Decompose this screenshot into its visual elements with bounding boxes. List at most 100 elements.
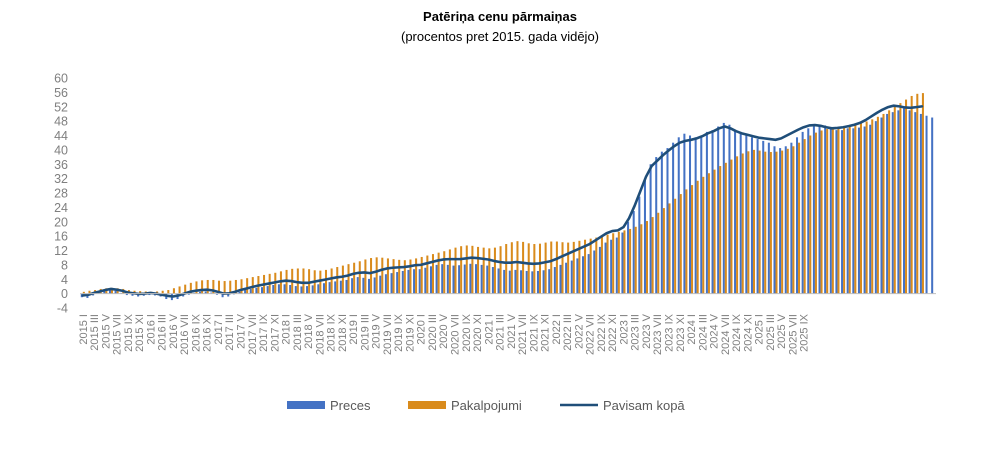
bar-pakalpojumi <box>437 252 440 294</box>
bar-preces <box>931 117 934 294</box>
bar-pakalpojumi <box>533 244 536 294</box>
x-tick-label: 2020 I <box>416 314 428 345</box>
bar-pakalpojumi <box>876 116 879 294</box>
bar-pakalpojumi <box>246 278 249 294</box>
bar-pakalpojumi <box>814 132 817 294</box>
bar-preces <box>125 293 128 296</box>
bar-pakalpojumi <box>640 224 643 294</box>
bar-preces <box>914 112 917 294</box>
bar-preces <box>598 246 601 294</box>
bar-pakalpojumi <box>330 268 333 294</box>
bar-pakalpojumi <box>645 221 648 294</box>
x-tick-label: 2022 I <box>551 314 563 345</box>
x-tick-label: 2017 I <box>213 314 225 345</box>
bar-preces <box>114 290 117 294</box>
bar-preces <box>266 286 269 294</box>
bar-preces <box>660 151 663 294</box>
bar-preces <box>801 131 804 294</box>
bar-pakalpojumi <box>538 243 541 294</box>
bar-preces <box>469 263 472 294</box>
bar-preces <box>846 128 849 294</box>
y-tick-label: 40 <box>54 143 68 157</box>
bar-pakalpojumi <box>612 233 615 294</box>
bar-pakalpojumi <box>781 150 784 294</box>
bar-pakalpojumi <box>865 121 868 294</box>
x-tick-label: 2015 XI <box>134 314 146 352</box>
bar-preces <box>429 266 432 294</box>
bar-preces <box>328 282 331 294</box>
x-tick-label: 2016 V <box>168 313 180 349</box>
bar-pakalpojumi <box>471 245 474 294</box>
x-tick-label: 2022 III <box>562 314 574 351</box>
x-tick-label: 2023 IX <box>664 313 676 352</box>
bar-preces <box>734 130 737 294</box>
bar-preces <box>345 279 348 294</box>
bar-pakalpojumi <box>899 103 902 294</box>
bar-pakalpojumi <box>161 290 164 294</box>
bar-pakalpojumi <box>578 240 581 294</box>
x-tick-label: 2025 I <box>754 314 766 345</box>
x-tick-label: 2019 III <box>359 314 371 351</box>
bar-pakalpojumi <box>713 169 716 294</box>
bar-preces <box>215 293 218 295</box>
x-tick-label: 2021 XI <box>540 314 552 352</box>
bar-pakalpojumi <box>567 242 570 294</box>
bar-pakalpojumi <box>527 243 530 294</box>
bar-pakalpojumi <box>707 173 710 294</box>
x-tick-label: 2019 V <box>371 313 383 349</box>
bar-pakalpojumi <box>702 176 705 294</box>
x-tick-label: 2017 IX <box>258 313 270 352</box>
bar-preces <box>317 284 320 294</box>
bar-pakalpojumi <box>871 119 874 294</box>
bar-pakalpojumi <box>499 246 502 294</box>
x-tick-label: 2021 III <box>495 314 507 351</box>
bar-pakalpojumi <box>629 228 632 294</box>
bar-preces <box>632 210 635 294</box>
bar-pakalpojumi <box>212 279 215 294</box>
bar-preces <box>891 112 894 294</box>
bar-preces <box>886 113 889 294</box>
chart-title: Patēriņa cenu pārmaiņas <box>423 9 577 24</box>
x-tick-label: 2019 VII <box>382 314 394 355</box>
bar-pakalpojumi <box>139 291 142 294</box>
bar-preces <box>835 130 838 294</box>
x-tick-label: 2016 I <box>145 314 157 345</box>
bar-pakalpojumi <box>460 246 463 294</box>
bar-preces <box>148 293 151 296</box>
bar-preces <box>339 280 342 294</box>
x-tick-label: 2016 III <box>157 314 169 351</box>
bar-preces <box>103 290 106 294</box>
bar-preces <box>750 137 753 294</box>
bar-preces <box>300 286 303 294</box>
bar-preces <box>283 284 286 294</box>
bar-preces <box>863 126 866 294</box>
bar-preces <box>610 239 613 294</box>
bar-preces <box>418 269 421 294</box>
x-tick-label: 2016 VII <box>179 314 191 355</box>
bar-pakalpojumi <box>240 279 243 294</box>
bar-pakalpojumi <box>488 248 491 294</box>
bar-preces <box>204 291 207 294</box>
bar-pakalpojumi <box>561 242 564 294</box>
bar-pakalpojumi <box>600 236 603 294</box>
x-tick-label: 2025 VII <box>787 314 799 355</box>
bar-preces <box>311 285 314 294</box>
x-tick-label: 2024 I <box>686 314 698 345</box>
bar-preces <box>790 142 793 294</box>
legend-label-pavisam: Pavisam kopā <box>603 398 685 413</box>
bar-preces <box>604 242 607 294</box>
bar-preces <box>131 293 134 296</box>
bar-pakalpojumi <box>386 258 389 294</box>
x-tick-label: 2017 XI <box>269 314 281 352</box>
x-tick-label: 2015 VII <box>112 314 124 355</box>
bar-pakalpojumi <box>888 110 891 294</box>
x-tick-label: 2022 IX <box>596 313 608 352</box>
bar-preces <box>379 275 382 294</box>
x-tick-label: 2020 III <box>427 314 439 351</box>
y-tick-label: 16 <box>54 230 68 244</box>
bar-pakalpojumi <box>336 267 339 294</box>
bar-pakalpojumi <box>465 245 468 294</box>
bar-pakalpojumi <box>324 269 327 294</box>
bar-pakalpojumi <box>392 259 395 294</box>
bar-pakalpojumi <box>409 259 412 294</box>
